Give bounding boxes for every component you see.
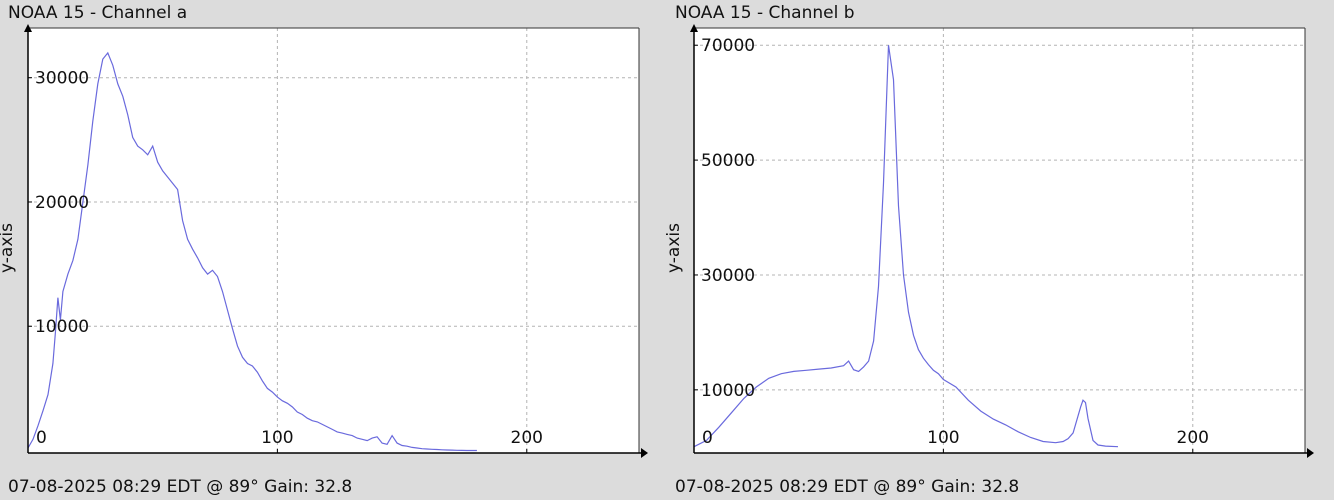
chart-plot-b: 0 100 200 10000 30000 50000 70000 <box>690 24 1314 458</box>
x-tick-label: 100 <box>927 428 959 448</box>
pass-info-footer: 07-08-2025 08:29 EDT @ 89° Gain: 32.8 <box>675 477 1020 497</box>
series-line <box>27 51 477 452</box>
y-tick-label: 50000 <box>701 151 755 171</box>
x-axis-arrow <box>1307 448 1314 458</box>
y-tick-label: 30000 <box>35 69 89 89</box>
chart-panel-b: NOAA 15 - Channel b y-axis 0 100 200 10000 3… <box>664 0 1334 500</box>
plot-area <box>28 28 639 453</box>
y-tick-label: 10000 <box>35 317 89 337</box>
y-axis-arrow <box>690 24 698 32</box>
x-tick-label: 200 <box>1177 428 1209 448</box>
y-tick-label: 70000 <box>701 36 755 56</box>
chart-title: NOAA 15 - Channel a <box>8 3 188 23</box>
x-tick-label: 0 <box>36 428 47 448</box>
x-tick-label: 100 <box>261 428 293 448</box>
pass-info-footer: 07-08-2025 08:29 EDT @ 89° Gain: 32.8 <box>8 477 353 497</box>
y-tick-label: 20000 <box>35 193 89 213</box>
chart-plot-a: 0 100 200 10000 20000 30000 <box>24 24 648 458</box>
series-line <box>693 45 1119 448</box>
y-axis-arrow <box>24 24 32 32</box>
x-tick-label: 0 <box>702 428 713 448</box>
y-tick-label: 30000 <box>701 266 755 286</box>
plot-area <box>694 28 1305 453</box>
x-tick-label: 200 <box>511 428 543 448</box>
chart-title: NOAA 15 - Channel b <box>675 3 855 23</box>
y-tick-label: 10000 <box>701 381 755 401</box>
chart-panel-a: NOAA 15 - Channel a y-axis 0 100 200 10000 2… <box>0 3 648 497</box>
x-axis-arrow <box>641 448 648 458</box>
